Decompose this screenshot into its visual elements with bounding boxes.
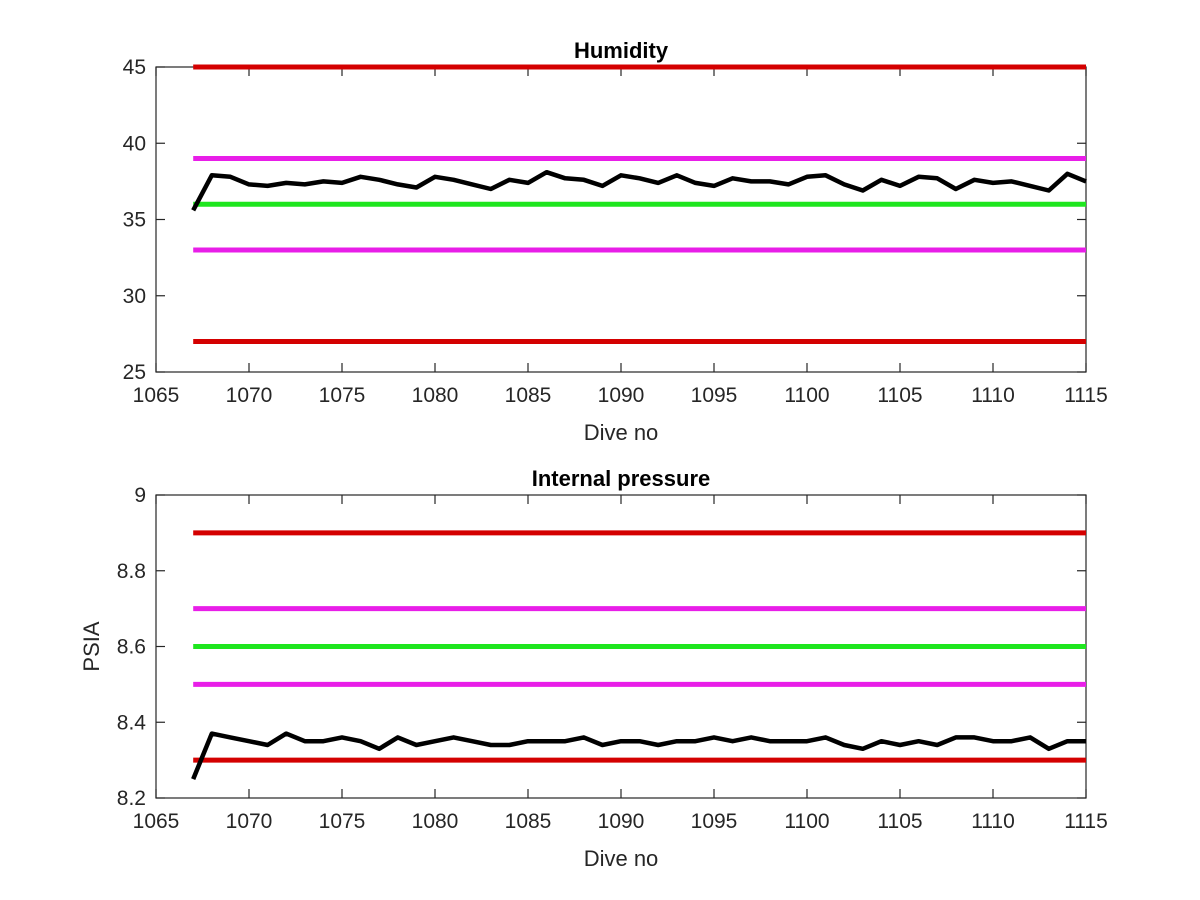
internal-pressure-y-tick-label: 8.2 xyxy=(117,787,146,810)
internal-pressure-x-axis-label: Dive no xyxy=(584,846,659,871)
internal-pressure-y-tick-label: 9 xyxy=(134,484,146,507)
humidity-x-tick-label: 1080 xyxy=(412,384,459,407)
humidity-x-tick-label: 1070 xyxy=(226,384,273,407)
humidity-x-tick-label: 1115 xyxy=(1064,384,1108,407)
internal-pressure-chart-title: Internal pressure xyxy=(532,466,711,491)
internal-pressure-x-tick-label: 1065 xyxy=(133,810,180,833)
internal-pressure-x-tick-label: 1080 xyxy=(412,810,459,833)
internal-pressure-x-tick-label: 1095 xyxy=(691,810,738,833)
humidity-y-tick-label: 45 xyxy=(123,56,146,79)
humidity-y-tick-label: 25 xyxy=(123,361,146,384)
humidity-x-tick-label: 1075 xyxy=(319,384,366,407)
humidity-axes-box xyxy=(155,66,1087,373)
humidity-data-series-line xyxy=(191,169,1087,212)
internal-pressure-x-tick-label: 1085 xyxy=(505,810,552,833)
internal-pressure-x-tick-label: 1105 xyxy=(877,810,922,833)
internal-pressure-x-tick-label: 1090 xyxy=(598,810,645,833)
humidity-x-tick-label: 1085 xyxy=(505,384,552,407)
humidity-y-tick-label: 40 xyxy=(123,132,146,155)
internal-pressure-y-tick-label: 8.4 xyxy=(117,711,147,734)
internal-pressure-y-axis-label: PSIA xyxy=(79,621,104,671)
humidity-x-tick-label: 1110 xyxy=(971,384,1015,407)
internal-pressure-x-tick-label: 1110 xyxy=(971,810,1015,833)
internal-pressure-y-tick-label: 8.6 xyxy=(117,636,146,659)
internal-pressure-x-tick-label: 1115 xyxy=(1064,810,1108,833)
humidity-x-tick-label: 1100 xyxy=(784,384,829,407)
humidity-x-tick-label: 1065 xyxy=(133,384,180,407)
humidity-x-tick-label: 1090 xyxy=(598,384,645,407)
humidity-chart-title: Humidity xyxy=(574,38,669,63)
internal-pressure-plot: 1065 1070 1075 1080 1085 1090 1095 1100 1105 1110… xyxy=(79,466,1108,871)
humidity-y-tick-label: 30 xyxy=(123,285,146,308)
internal-pressure-x-tick-label: 1100 xyxy=(784,810,829,833)
humidity-x-tick-label: 1095 xyxy=(691,384,738,407)
humidity-plot: 1065 1070 1075 1080 1085 1090 1095 1100 1105 1110… xyxy=(123,38,1108,445)
humidity-y-tick-label: 35 xyxy=(123,209,146,232)
internal-pressure-x-tick-label: 1070 xyxy=(226,810,273,833)
humidity-x-axis-label: Dive no xyxy=(584,420,659,445)
humidity-x-tick-label: 1105 xyxy=(877,384,922,407)
internal-pressure-data-series-line xyxy=(191,731,1086,780)
internal-pressure-x-tick-label: 1075 xyxy=(319,810,366,833)
internal-pressure-y-tick-label: 8.8 xyxy=(117,560,146,583)
